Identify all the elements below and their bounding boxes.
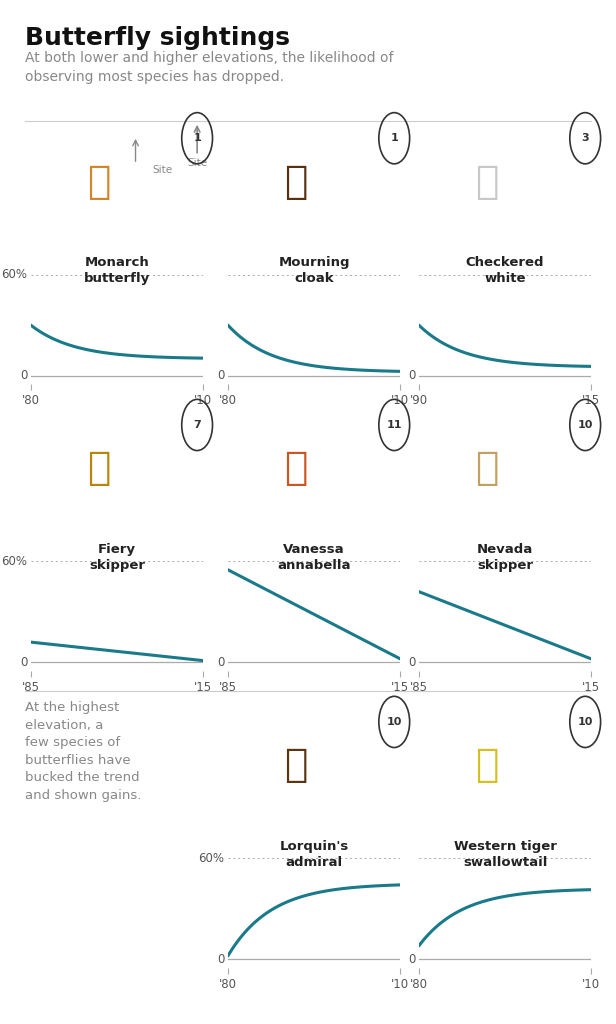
Text: 1: 1 <box>193 133 201 143</box>
Text: 🦋: 🦋 <box>475 163 498 201</box>
Text: 0: 0 <box>408 952 415 966</box>
Text: 1: 1 <box>391 133 398 143</box>
Text: 0: 0 <box>20 655 27 669</box>
Text: 🦋: 🦋 <box>475 450 498 487</box>
Text: Butterfly sightings: Butterfly sightings <box>25 26 290 49</box>
Text: Western tiger
swallowtail: Western tiger swallowtail <box>453 840 557 868</box>
Text: 0: 0 <box>217 655 224 669</box>
Text: 🦋: 🦋 <box>475 746 498 784</box>
Text: 0: 0 <box>217 369 224 382</box>
Text: 60%: 60% <box>198 852 224 865</box>
Text: Mourning
cloak: Mourning cloak <box>278 256 350 285</box>
Text: Site: Site <box>187 158 207 168</box>
Text: Site: Site <box>153 165 173 175</box>
Text: At both lower and higher elevations, the likelihood of
observing most species ha: At both lower and higher elevations, the… <box>25 51 393 84</box>
Text: 🦋: 🦋 <box>284 450 307 487</box>
Text: 10: 10 <box>578 420 593 430</box>
Text: Fiery
skipper: Fiery skipper <box>89 543 145 571</box>
Text: Nevada
skipper: Nevada skipper <box>477 543 533 571</box>
Text: 🦋: 🦋 <box>284 746 307 784</box>
Text: 0: 0 <box>217 952 224 966</box>
Text: 🦋: 🦋 <box>87 450 110 487</box>
Text: 10: 10 <box>578 717 593 727</box>
Text: Monarch
butterfly: Monarch butterfly <box>84 256 150 285</box>
Text: Checkered
white: Checkered white <box>466 256 545 285</box>
Text: 0: 0 <box>408 369 415 382</box>
Text: 0: 0 <box>408 655 415 669</box>
Text: 🦋: 🦋 <box>284 163 307 201</box>
Text: 7: 7 <box>193 420 201 430</box>
Text: 10: 10 <box>387 717 402 727</box>
Text: At the highest
elevation, a
few species of
butterflies have
bucked the trend
and: At the highest elevation, a few species … <box>25 701 141 802</box>
Text: 60%: 60% <box>1 268 27 282</box>
Text: 0: 0 <box>20 369 27 382</box>
Text: 60%: 60% <box>1 555 27 568</box>
Text: 3: 3 <box>582 133 589 143</box>
Text: 11: 11 <box>386 420 402 430</box>
Text: 🦋: 🦋 <box>87 163 110 201</box>
Text: Lorquin's
admiral: Lorquin's admiral <box>280 840 349 868</box>
Text: Vanessa
annabella: Vanessa annabella <box>277 543 351 571</box>
